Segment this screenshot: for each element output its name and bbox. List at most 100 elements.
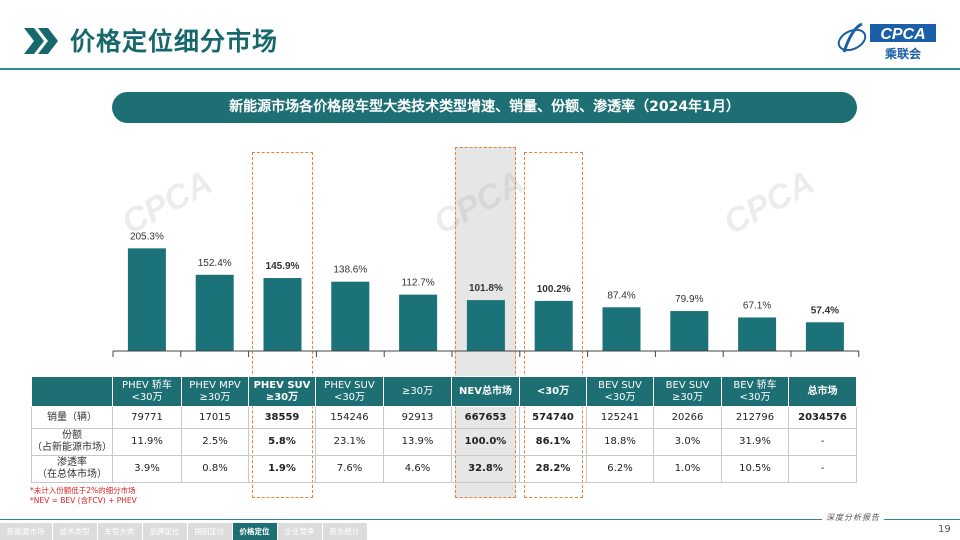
bar-value-label: 138.6%	[333, 265, 367, 276]
footer-slogan: 深度分析报告	[822, 512, 884, 523]
table-row-sales: 销量（辆） 79771 17015 38559 154246 92913 667…	[31, 406, 857, 429]
metrics-table: PHEV 轿车 <30万 PHEV MPV ≥30万 PHEV SUV ≥30万 PH…	[31, 376, 857, 483]
footnote: *未计入份额低于2%的细分市场	[30, 486, 136, 495]
table-cell: 13.9%	[383, 428, 452, 456]
table-cell: 100.0%	[451, 428, 520, 456]
bar	[127, 248, 166, 351]
table-row-share: 份额 （占新能源市场） 11.9% 2.5% 5.8% 23.1% 13.9% 1…	[31, 428, 857, 456]
column-header: <30万	[519, 376, 587, 407]
table-cell: 5.8%	[248, 428, 316, 456]
table-cell: 11.9%	[112, 428, 182, 456]
bar-value-label: 205.3%	[130, 231, 164, 242]
bar-labels: 205.3% 152.4% 145.9% 138.6% 112.7% 101.8% 100.…	[130, 231, 839, 316]
column-header: BEV 轿车 <30万	[721, 376, 789, 407]
bar	[602, 307, 641, 351]
table-cell: 574740	[519, 406, 587, 429]
column-header: PHEV 轿车 <30万	[112, 376, 182, 407]
bar-value-label: 101.8%	[469, 283, 503, 294]
table-cell: 28.2%	[519, 455, 587, 483]
row-label: 渗透率 （在总体市场）	[31, 455, 113, 483]
column-header: BEV SUV <30万	[586, 376, 654, 407]
table-cell: 31.9%	[721, 428, 789, 456]
table-cell: 10.5%	[721, 455, 789, 483]
nav-item-vehicle-class[interactable]: 车型大类	[97, 523, 142, 540]
page-title: 价格定位细分市场	[70, 27, 279, 56]
bar	[195, 274, 234, 351]
section-nav: 新能源市场 技术类型 车型大类 品牌定位 国别定位 价格定位 企业竞争 新车统计	[0, 523, 368, 540]
table-cell: 4.6%	[383, 455, 452, 483]
table-cell: 667653	[451, 406, 520, 429]
footnotes: *未计入份额低于2%的细分市场 *NEV = BEV (含FCV) + PHEV	[30, 486, 137, 506]
nav-item-price-position[interactable]: 价格定位	[232, 523, 277, 540]
column-header: 总市场	[788, 376, 857, 407]
table-header-row: PHEV 轿车 <30万 PHEV MPV ≥30万 PHEV SUV ≥30万 PH…	[31, 376, 857, 407]
footnote: *NEV = BEV (含FCV) + PHEV	[30, 496, 137, 505]
nav-item-brand-position[interactable]: 品牌定位	[142, 523, 187, 540]
table-cell: 1.9%	[248, 455, 316, 483]
table-row-penetration: 渗透率 （在总体市场） 3.9% 0.8% 1.9% 7.6% 4.6% 32.8…	[31, 455, 857, 483]
bar	[263, 278, 302, 351]
table-cell: 125241	[586, 406, 654, 429]
bar-value-label: 100.2%	[537, 284, 571, 295]
column-header: BEV SUV ≥30万	[653, 376, 722, 407]
bar	[805, 322, 844, 351]
svg-text:乘联会: 乘联会	[884, 46, 922, 61]
row-label: 份额 （占新能源市场）	[31, 428, 113, 456]
table-cell: 0.8%	[181, 455, 249, 483]
row-label: 销量（辆）	[31, 406, 113, 429]
bar-value-label: 112.7%	[402, 278, 435, 289]
highlight-under-30	[524, 152, 583, 498]
column-header: PHEV SUV <30万	[315, 376, 384, 407]
table-cell: 79771	[112, 406, 182, 429]
bar	[738, 317, 777, 351]
bar	[466, 300, 505, 351]
nav-item-new-car-stats[interactable]: 新车统计	[322, 523, 367, 540]
column-header: ≥30万	[383, 376, 452, 407]
table-cell: 3.9%	[112, 455, 182, 483]
table-cell: 2.5%	[181, 428, 249, 456]
table-cell: 17015	[181, 406, 249, 429]
table-cell: -	[788, 455, 857, 483]
table-cell: 32.8%	[451, 455, 520, 483]
bar	[399, 294, 438, 351]
table-cell: 3.0%	[653, 428, 722, 456]
table-cell: 7.6%	[315, 455, 384, 483]
column-header: PHEV MPV ≥30万	[181, 376, 249, 407]
bar	[331, 281, 370, 351]
nav-item-nev-market[interactable]: 新能源市场	[0, 523, 52, 540]
bar-series	[127, 248, 844, 351]
bar-value-label: 87.4%	[607, 290, 635, 301]
page-number: 19	[938, 524, 951, 535]
cpca-logo: CPCA 乘联会	[837, 22, 936, 61]
table-cell: -	[788, 428, 857, 456]
bar	[670, 311, 709, 351]
table-cell: 1.0%	[653, 455, 722, 483]
table-cell: 212796	[721, 406, 789, 429]
table-cell: 92913	[383, 406, 452, 429]
bar	[534, 300, 573, 351]
table-cell: 6.2%	[586, 455, 654, 483]
bar-value-label: 57.4%	[811, 305, 839, 316]
nav-item-tech-type[interactable]: 技术类型	[52, 523, 97, 540]
table-cell: 18.8%	[586, 428, 654, 456]
nav-item-company-competition[interactable]: 企业竞争	[277, 523, 322, 540]
table-cell: 154246	[315, 406, 384, 429]
column-header: NEV总市场	[451, 376, 520, 407]
table-corner	[31, 376, 113, 407]
table-cell: 2034576	[788, 406, 857, 429]
bar-value-label: 145.9%	[266, 261, 300, 272]
svg-text:CPCA: CPCA	[880, 26, 925, 43]
nav-item-country-position[interactable]: 国别定位	[187, 523, 232, 540]
footer-rule	[0, 519, 960, 520]
table-cell: 86.1%	[519, 428, 587, 456]
bar-value-label: 152.4%	[198, 258, 232, 269]
x-axis	[112, 350, 860, 357]
bar-value-label: 79.9%	[675, 294, 703, 305]
double-chevron-icon	[24, 28, 58, 54]
highlight-phev-suv-30plus	[252, 152, 313, 498]
column-header: PHEV SUV ≥30万	[248, 376, 316, 407]
table-cell: 23.1%	[315, 428, 384, 456]
table-cell: 20266	[653, 406, 722, 429]
chart-title-banner: 新能源市场各价格段车型大类技术类型增速、销量、份额、渗透率（2024年1月）	[112, 92, 857, 123]
